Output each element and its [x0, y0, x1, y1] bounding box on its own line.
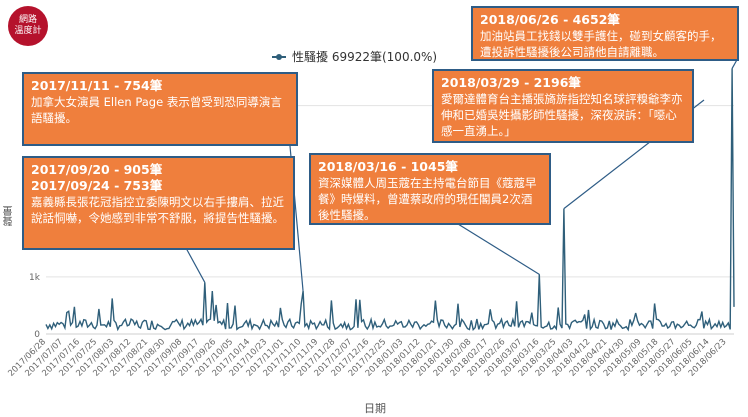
annotation-body: 愛爾達體育台主播張旖旂指控知名球評糗爺李亦伸和已婚吳姓攝影師性騷擾，深夜淚訴：「… [441, 92, 683, 138]
logo: 網路 溫度計 [8, 6, 48, 46]
y-tick-label: 0 [34, 330, 40, 340]
legend-swatch [272, 53, 286, 60]
annotation-heading: 2018/03/16 - 1045筆 [318, 159, 458, 174]
logo-line1: 網路 [18, 15, 37, 25]
legend-label: 性騷擾 69922筆(100.0%) [292, 50, 438, 64]
annotation-heading: 2018/06/26 - 4652筆 [480, 12, 620, 27]
annotation-2018-03-29: 2018/03/29 - 2196筆 愛爾達體育台主播張旖旂指控知名球評糗爺李亦… [432, 69, 694, 143]
annotation-leader-line [185, 247, 206, 283]
x-axis-label: 日期 [364, 402, 386, 415]
annotation-body: 加油站員工找錢以雙手護住，碰到女顧客的手，遭投訴性騷擾後公司請他自請離職。 [480, 29, 722, 59]
annotation-2017-09-20: 2017/09/20 - 905筆 2017/09/24 - 753筆 嘉義縣長… [22, 156, 295, 250]
annotation-heading: 2017/09/20 - 905筆 [31, 162, 163, 177]
series-line [45, 68, 735, 332]
annotation-heading: 2017/11/11 - 754筆 [31, 78, 163, 93]
annotation-2017-11-11: 2017/11/11 - 754筆 加拿大女演員 Ellen Page 表示曾受… [22, 72, 298, 146]
chart-legend: 性騷擾 69922筆(100.0%) [272, 48, 437, 65]
annotation-2018-06-26: 2018/06/26 - 4652筆 加油站員工找錢以雙手護住，碰到女顧客的手，… [471, 6, 739, 61]
annotation-leader-line [457, 223, 540, 275]
annotation-heading-2: 2017/09/24 - 753筆 [31, 178, 163, 193]
y-axis-label: 聲量 [4, 206, 15, 226]
annotation-heading: 2018/03/29 - 2196筆 [441, 75, 581, 90]
annotation-body: 加拿大女演員 Ellen Page 表示曾受到恐同導演言語騷擾。 [31, 95, 282, 125]
annotation-body: 資深媒體人周玉蔻在主持電台節目《蔻蔻早餐》時爆料，曾遭蔡政府的現任閣員2次酒後性… [318, 176, 537, 222]
logo-line2: 溫度計 [14, 26, 42, 36]
annotation-body: 嘉義縣長張花冠指控立委陳明文以右手摟肩、拉近說話恫嚇，令她感到非常不舒服，將提告… [31, 195, 284, 225]
annotation-2018-03-16: 2018/03/16 - 1045筆 資深媒體人周玉蔻在主持電台節目《蔻蔻早餐》… [309, 153, 551, 225]
y-tick-label: 1k [29, 273, 41, 283]
